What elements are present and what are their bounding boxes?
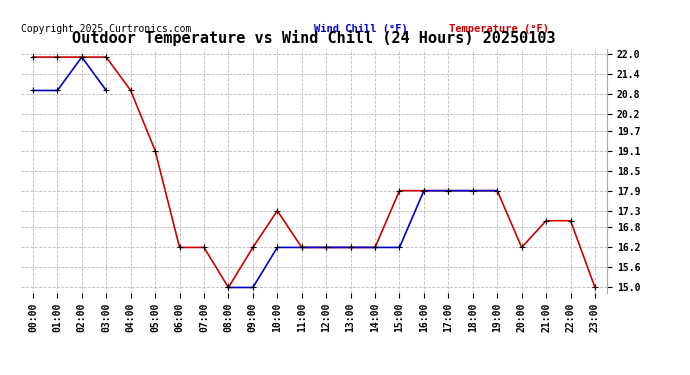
- Text: Temperature (°F): Temperature (°F): [448, 24, 549, 34]
- Text: Copyright 2025 Curtronics.com: Copyright 2025 Curtronics.com: [21, 24, 191, 34]
- Text: Wind Chill (°F): Wind Chill (°F): [314, 24, 408, 34]
- Title: Outdoor Temperature vs Wind Chill (24 Hours) 20250103: Outdoor Temperature vs Wind Chill (24 Ho…: [72, 30, 555, 46]
